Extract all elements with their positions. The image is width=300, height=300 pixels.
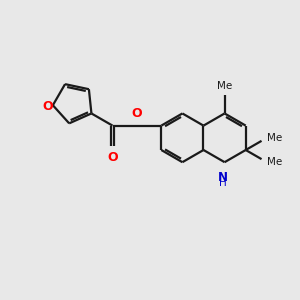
Text: Me: Me bbox=[217, 81, 232, 91]
Text: Me: Me bbox=[267, 134, 282, 143]
Text: Me: Me bbox=[267, 157, 282, 166]
Text: H: H bbox=[219, 178, 227, 188]
Text: O: O bbox=[42, 100, 53, 113]
Text: O: O bbox=[132, 107, 142, 120]
Text: N: N bbox=[218, 170, 228, 184]
Text: O: O bbox=[107, 151, 118, 164]
